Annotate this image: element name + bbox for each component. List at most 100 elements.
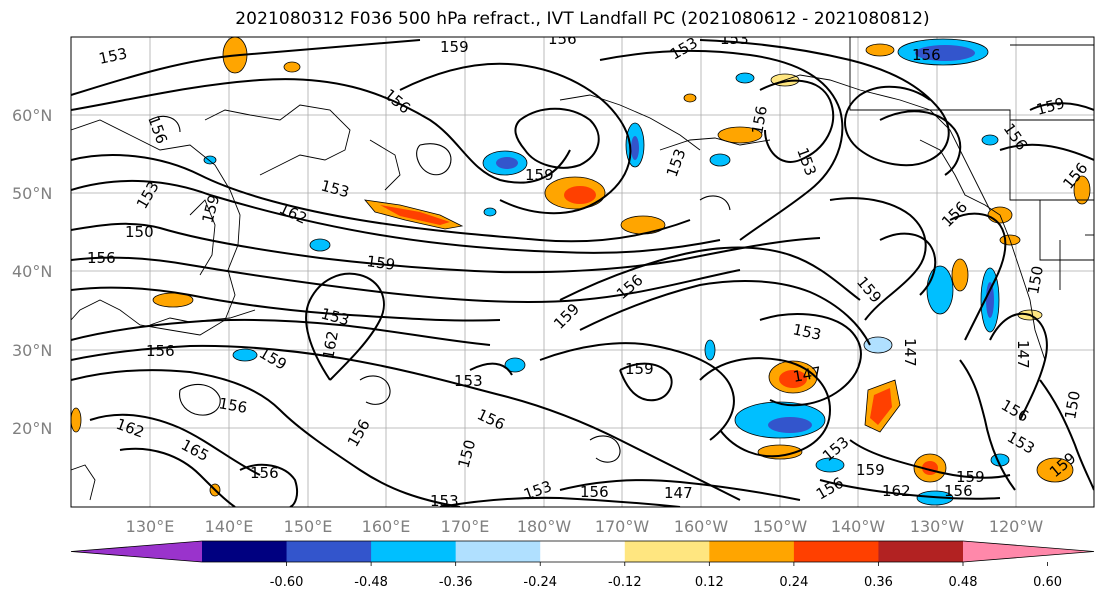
colorbar-tick-label: 0.36 — [864, 575, 893, 590]
contour-label: 153 — [430, 492, 459, 510]
colorbar-swatch — [371, 541, 457, 562]
colorbar-swatch — [878, 541, 964, 562]
colorbar-tick-label: -0.12 — [608, 575, 642, 590]
lon-label: 120°W — [989, 517, 1044, 536]
latitude-labels: 60°N 50°N 40°N 30°N 20°N — [12, 106, 52, 438]
contour-label: 162 — [882, 482, 911, 500]
contour-label: 147 — [664, 484, 693, 502]
neg-anomaly — [309, 238, 331, 252]
neg-anomaly-core — [631, 136, 639, 160]
lon-label: 170°E — [441, 517, 490, 536]
neg-anomaly — [981, 134, 999, 146]
contour-label: 159 — [525, 166, 554, 184]
neg-anomaly — [863, 336, 893, 354]
neg-anomaly — [709, 153, 731, 167]
pos-anomaly — [865, 43, 895, 57]
contour-label: 147 — [901, 338, 919, 367]
pos-anomaly-core — [564, 186, 596, 204]
lon-label: 180°W — [517, 517, 572, 536]
pos-anomaly — [683, 93, 697, 103]
pos-anomaly-core — [870, 388, 892, 425]
lon-label: 160°E — [362, 517, 411, 536]
colorbar-extend-high — [963, 541, 1094, 562]
neg-anomaly — [815, 457, 845, 473]
lat-label-40n: 40°N — [12, 262, 52, 281]
contour-label: 156 — [217, 394, 248, 417]
pos-anomaly — [951, 258, 969, 292]
neg-anomaly — [735, 72, 755, 84]
contour-label: 147 — [792, 363, 823, 386]
contour-label: 156 — [912, 46, 941, 64]
neg-anomaly-core — [496, 157, 518, 169]
colorbar-tick-label: -0.60 — [270, 575, 304, 590]
lon-label: 140°W — [831, 517, 886, 536]
pos-anomaly — [1073, 175, 1091, 205]
longitude-labels: 130°E 140°E 150°E 160°E 170°E 180°W 170°W 160°W… — [126, 517, 1044, 536]
contour-label: 156 — [87, 249, 116, 267]
colorbar-tick-label: 0.12 — [695, 575, 724, 590]
neg-anomaly-core — [986, 282, 994, 318]
pos-anomaly — [620, 215, 666, 235]
contour-label: 156 — [250, 464, 279, 482]
lon-label: 130°E — [126, 517, 175, 536]
contour-label: 156 — [146, 342, 175, 360]
contour-label: 159 — [365, 252, 396, 274]
colorbar-swatch — [709, 541, 795, 562]
contour-label: 150 — [125, 223, 154, 241]
contour-label: 153 — [97, 44, 129, 68]
colorbar-outline — [70, 540, 1095, 563]
lon-label: 150°E — [284, 517, 333, 536]
colorbar-swatch — [286, 541, 372, 562]
contour-label: 159 — [856, 461, 885, 479]
contour-label: 159 — [956, 468, 985, 486]
neg-anomaly-core — [915, 45, 975, 61]
lat-label-60n: 60°N — [12, 106, 52, 125]
lat-label-20n: 20°N — [12, 419, 52, 438]
contour-label: 153 — [720, 30, 749, 48]
contour-label: 159 — [625, 360, 654, 378]
lon-label: 160°W — [674, 517, 729, 536]
lat-label-50n: 50°N — [12, 184, 52, 203]
lon-label: 150°W — [753, 517, 808, 536]
colorbar-swatch — [540, 541, 626, 562]
contour-label: 159 — [440, 38, 469, 56]
lon-label: 140°E — [205, 517, 254, 536]
colorbar-tick-label: -0.24 — [523, 575, 557, 590]
pos-anomaly-core — [380, 205, 450, 225]
neg-anomaly — [504, 357, 526, 373]
colorbar-tick-label: 0.24 — [779, 575, 808, 590]
thin-contours — [149, 115, 731, 463]
contour-label: 156 — [748, 104, 771, 135]
colorbar-swatch — [793, 541, 879, 562]
pos-anomaly-core — [779, 370, 807, 388]
contour-label: 156 — [944, 482, 973, 500]
contour-label: 153 — [454, 372, 483, 390]
neg-anomaly — [203, 155, 217, 165]
contour-label: 153 — [791, 320, 823, 344]
colorbar-tick-label: 0.60 — [1033, 575, 1062, 590]
lon-label: 130°W — [910, 517, 965, 536]
colorbar: -0.60 -0.48 -0.36 -0.24 -0.12 0.12 0.24 0.36 0.4… — [70, 540, 1095, 590]
pos-anomaly — [283, 61, 301, 73]
map-title: 2021080312 F036 500 hPa refract., IVT La… — [235, 9, 930, 29]
colorbar-tick-label: -0.48 — [354, 575, 388, 590]
contour-label: 156 — [580, 483, 609, 501]
contour-label: 150 — [1024, 264, 1047, 295]
pos-anomaly — [71, 407, 82, 433]
lat-label-30n: 30°N — [12, 341, 52, 360]
contours — [71, 39, 1094, 507]
neg-anomaly — [926, 265, 954, 315]
neg-anomaly — [232, 348, 258, 362]
pos-anomaly — [717, 126, 763, 144]
colorbar-tick-label: -0.36 — [439, 575, 473, 590]
contour-label: 162 — [319, 329, 342, 360]
contour-label: 156 — [548, 30, 577, 48]
neg-anomaly — [704, 339, 716, 361]
colorbar-tick-label: 0.48 — [949, 575, 978, 590]
lon-label: 170°W — [595, 517, 650, 536]
colorbar-swatch — [202, 541, 288, 562]
colorbar-swatch — [624, 541, 710, 562]
colorbar-swatch — [455, 541, 541, 562]
neg-anomaly — [483, 207, 497, 217]
